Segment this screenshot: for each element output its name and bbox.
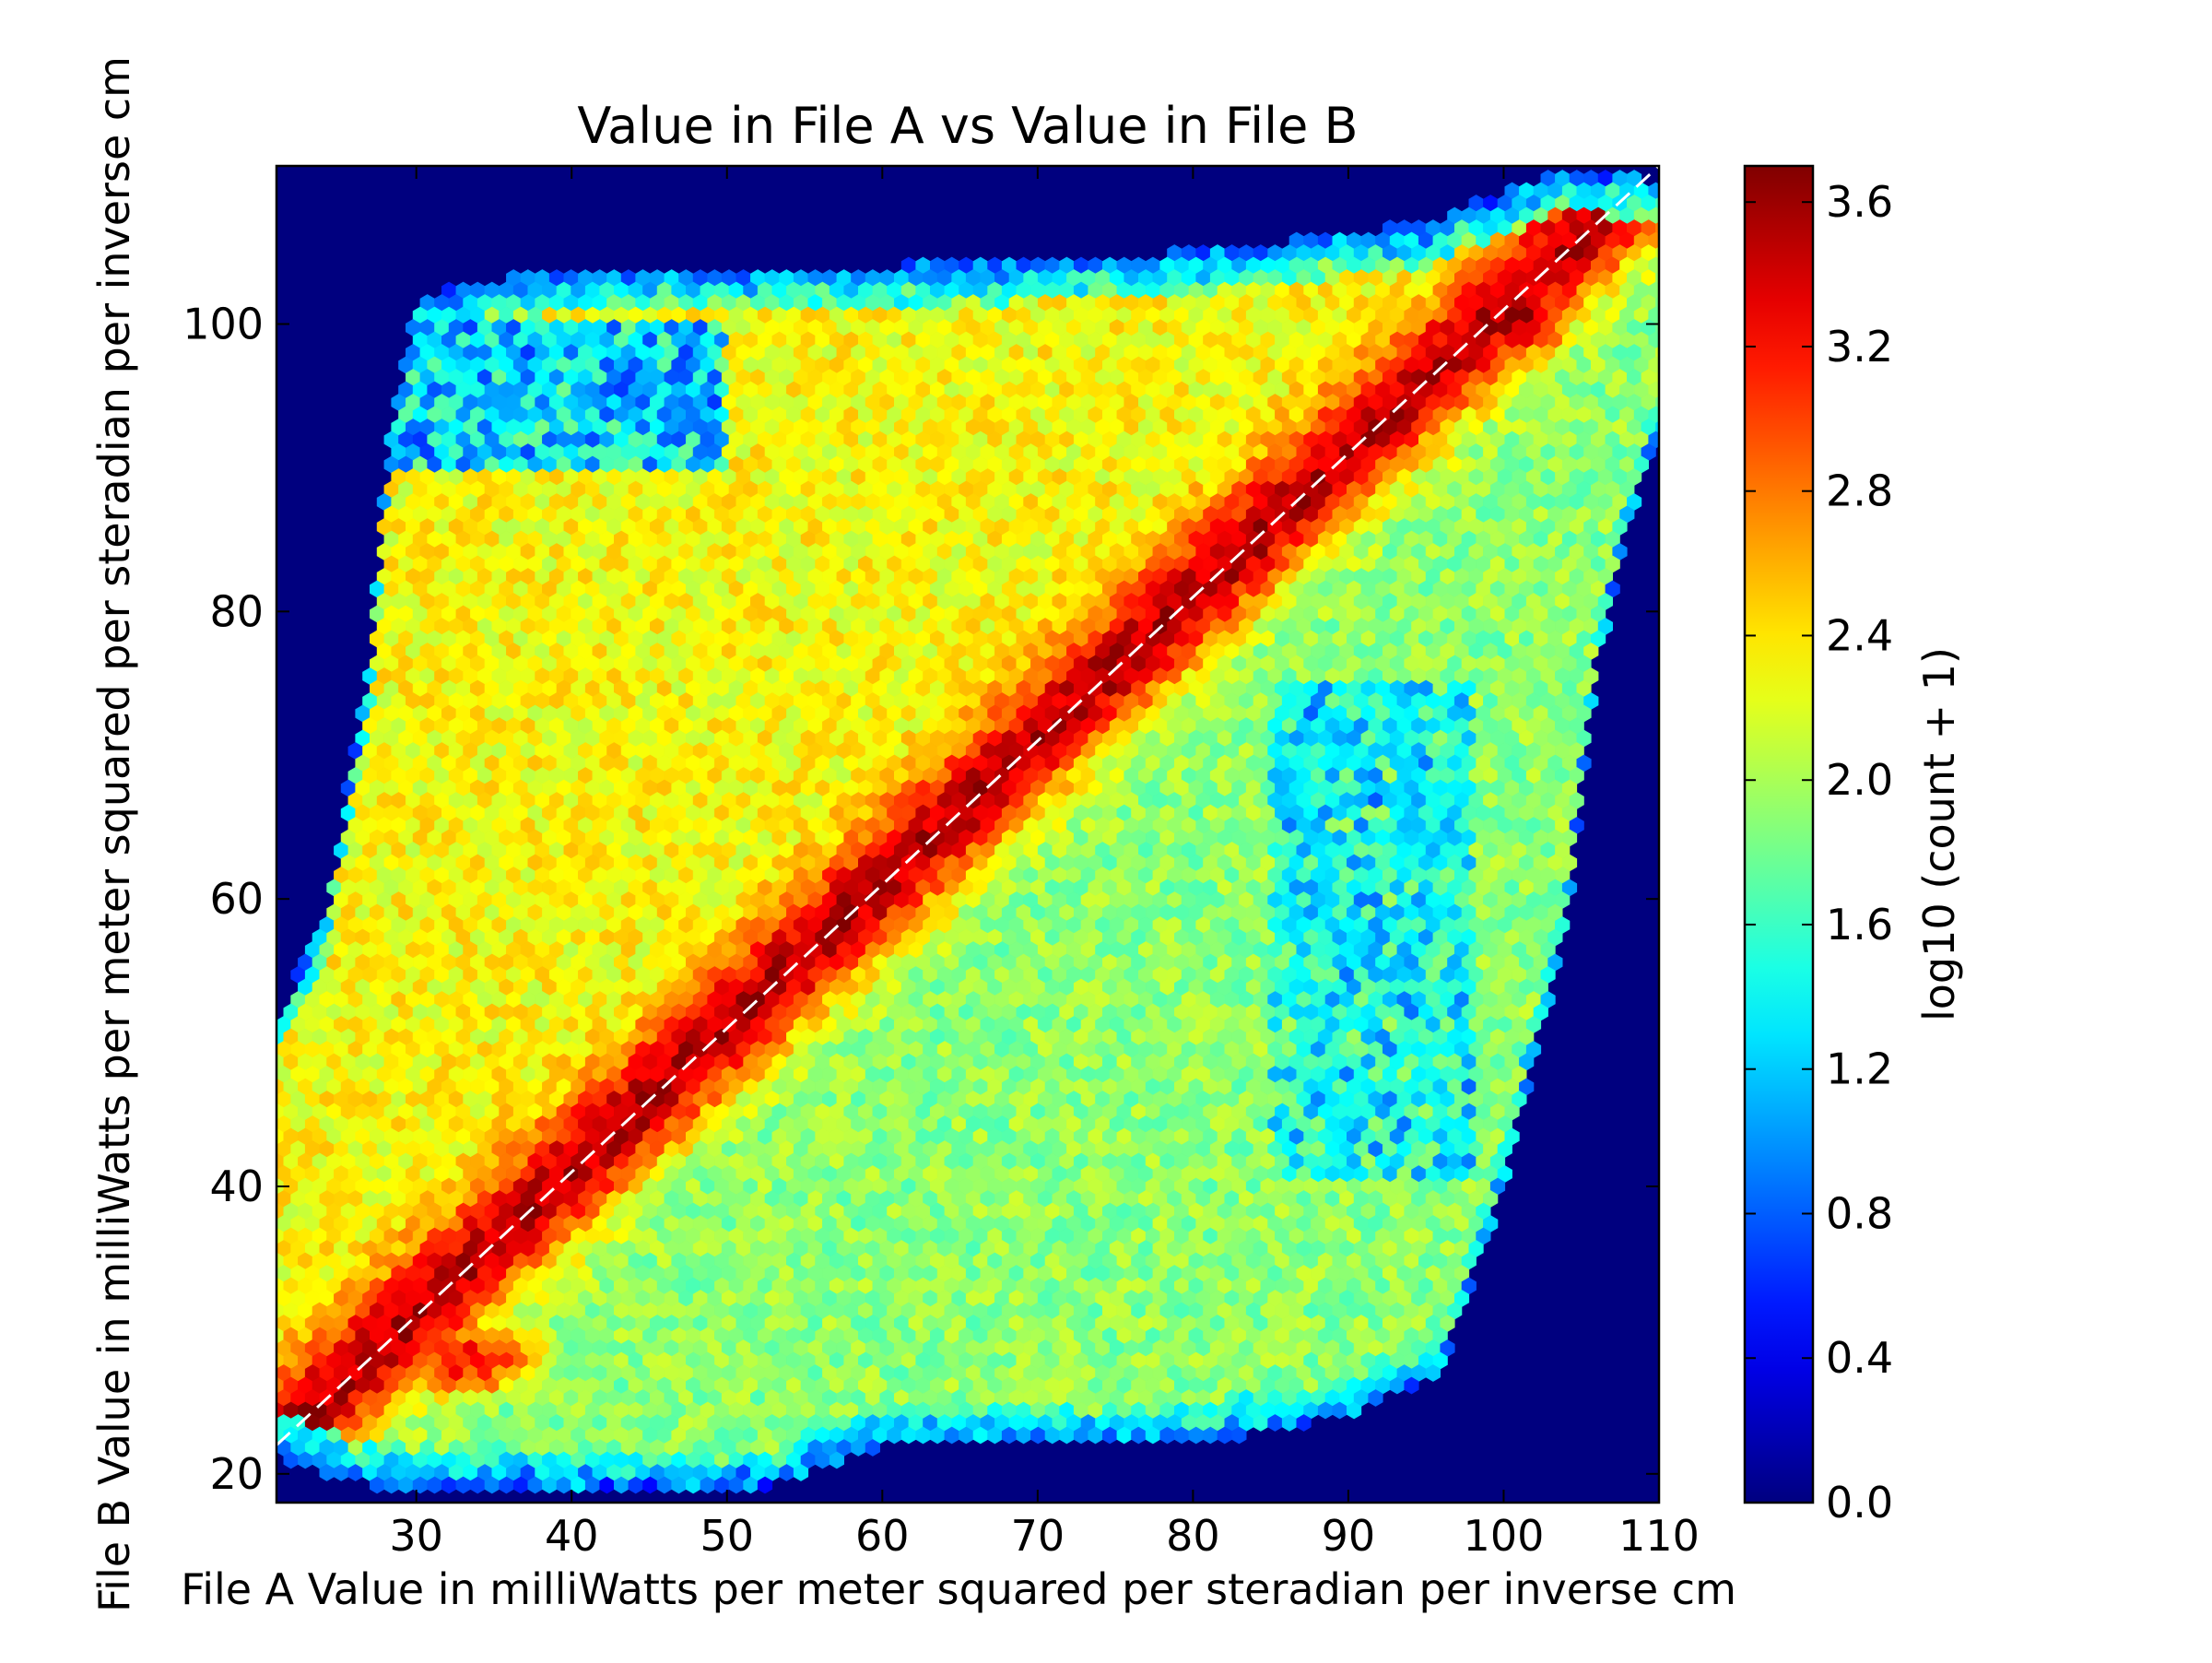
hexbin-cell [1663, 332, 1677, 348]
hexbin-layer [276, 170, 1677, 1494]
hexbin-cell [1663, 407, 1677, 423]
hexbin-cell [1663, 282, 1677, 299]
hexbin-cell [1663, 307, 1677, 324]
hexbin-cell [1663, 382, 1677, 398]
hexbin-cell [1663, 232, 1677, 249]
hexbin-cell [1663, 183, 1677, 199]
chart-title: Value in File A vs Value in File B [577, 97, 1358, 155]
hexbin-cell [1663, 257, 1677, 274]
hexbin-cell [1663, 207, 1677, 224]
hexbin-cell [1663, 357, 1677, 373]
